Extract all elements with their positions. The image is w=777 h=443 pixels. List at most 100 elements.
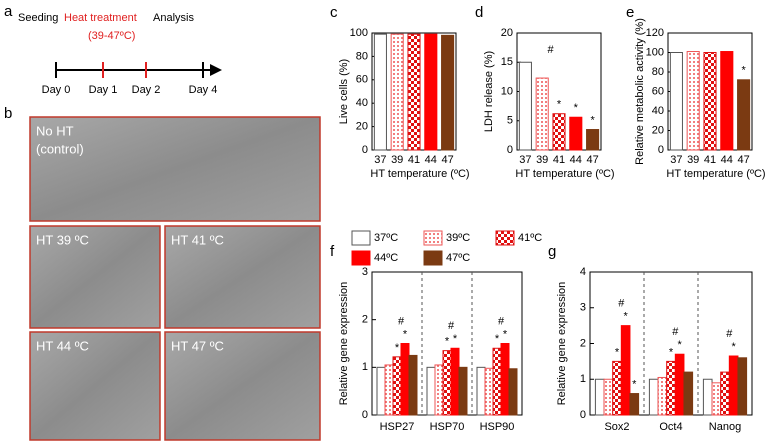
temperature-range: (39-47ºC)	[88, 30, 135, 42]
x-axis-label: HT temperature (ºC)	[515, 168, 614, 180]
legend-swatch	[495, 230, 515, 246]
bar	[737, 357, 748, 416]
y-tick-label: 20	[501, 27, 513, 39]
y-tick-label: 80	[356, 50, 368, 62]
step: Heat treatment	[64, 12, 137, 24]
bar	[612, 360, 622, 416]
bar	[552, 113, 566, 151]
micrograph	[164, 331, 321, 441]
panel-label: b	[4, 105, 12, 122]
significance: *	[632, 378, 637, 390]
day-label: Day 4	[189, 84, 218, 96]
micrograph	[29, 225, 161, 329]
bar	[408, 354, 418, 416]
bar	[376, 366, 386, 416]
significance: #	[672, 326, 679, 338]
significance: *	[574, 102, 579, 114]
bar	[603, 378, 614, 416]
bar	[720, 51, 734, 151]
bar	[384, 364, 394, 416]
y-tick-label: 0	[580, 409, 586, 421]
bar	[426, 366, 436, 416]
significance: #	[398, 315, 405, 327]
significance: *	[503, 328, 508, 340]
step: Analysis	[153, 12, 194, 24]
y-tick-label: 0	[658, 144, 664, 156]
x-tick-label: 47	[441, 154, 453, 166]
y-tick-label: 0	[507, 144, 513, 156]
x-tick-label: 39	[391, 154, 403, 166]
bar	[703, 52, 717, 151]
bar	[737, 79, 751, 151]
bar	[666, 360, 676, 416]
x-tick-label: 44	[425, 154, 437, 166]
legend-swatch	[351, 230, 371, 246]
significance: *	[445, 336, 450, 348]
bar	[424, 33, 438, 151]
y-axis-label: LDH release (%)	[483, 51, 495, 132]
x-tick-label: 37	[519, 154, 531, 166]
y-tick-label: 80	[652, 66, 664, 78]
x-tick-label: HSP70	[430, 421, 465, 433]
x-tick-label: 44	[570, 154, 582, 166]
arrow-head	[210, 64, 222, 76]
x-tick-label: Oct4	[659, 421, 682, 433]
significance: *	[395, 342, 400, 354]
bar	[392, 356, 402, 416]
legend-label: 39ºC	[446, 232, 470, 244]
legend-label: 44ºC	[374, 252, 398, 264]
panel-label: d	[475, 4, 483, 21]
bar	[442, 350, 452, 416]
bar	[484, 367, 494, 416]
x-tick-label: 39	[536, 154, 548, 166]
legend-label: 37ºC	[374, 232, 398, 244]
bar	[586, 129, 600, 151]
day-label: Day 1	[89, 84, 118, 96]
micrograph	[164, 225, 321, 329]
y-tick-label: 100	[350, 27, 368, 39]
y-axis-label: Relative metabolic activity (%)	[634, 18, 646, 165]
micrograph	[29, 331, 161, 441]
image-caption: HT 47 ºC	[171, 338, 224, 353]
x-tick-label: 47	[737, 154, 749, 166]
significance: *	[403, 328, 408, 340]
x-tick-label: 37	[374, 154, 386, 166]
bar	[518, 61, 532, 151]
bar	[458, 366, 468, 416]
panel-label: c	[330, 4, 338, 21]
y-tick-label: 2	[580, 337, 586, 349]
y-tick-label: 20	[356, 121, 368, 133]
legend-label: 41ºC	[518, 232, 542, 244]
significance: #	[726, 328, 733, 340]
bar	[508, 368, 518, 416]
image-caption: HT 41 ºC	[171, 232, 224, 247]
y-tick-label: 120	[646, 27, 664, 39]
day-label: Day 0	[42, 84, 71, 96]
legend-label: 47ºC	[446, 252, 470, 264]
bar	[500, 343, 510, 416]
significance: *	[669, 346, 674, 358]
bar	[620, 325, 631, 416]
significance: *	[557, 99, 562, 111]
legend-swatch	[423, 230, 443, 246]
day-label: Day 2	[132, 84, 161, 96]
significance: *	[453, 333, 458, 345]
bar	[450, 347, 460, 416]
bar	[720, 371, 730, 416]
significance: *	[615, 346, 620, 358]
y-tick-label: 60	[356, 74, 368, 86]
y-tick-label: 0	[362, 409, 368, 421]
bar	[711, 382, 722, 416]
y-tick-label: 1	[362, 361, 368, 373]
y-axis-label: Relative gene expression	[556, 282, 568, 406]
significance: #	[618, 298, 625, 310]
panel-label: g	[548, 243, 556, 260]
bar	[373, 33, 387, 151]
bar	[594, 378, 605, 416]
x-tick-label: 41	[553, 154, 565, 166]
x-tick-label: 41	[408, 154, 420, 166]
bar	[441, 34, 455, 151]
y-tick-label: 1	[580, 373, 586, 385]
x-tick-label: 41	[704, 154, 716, 166]
